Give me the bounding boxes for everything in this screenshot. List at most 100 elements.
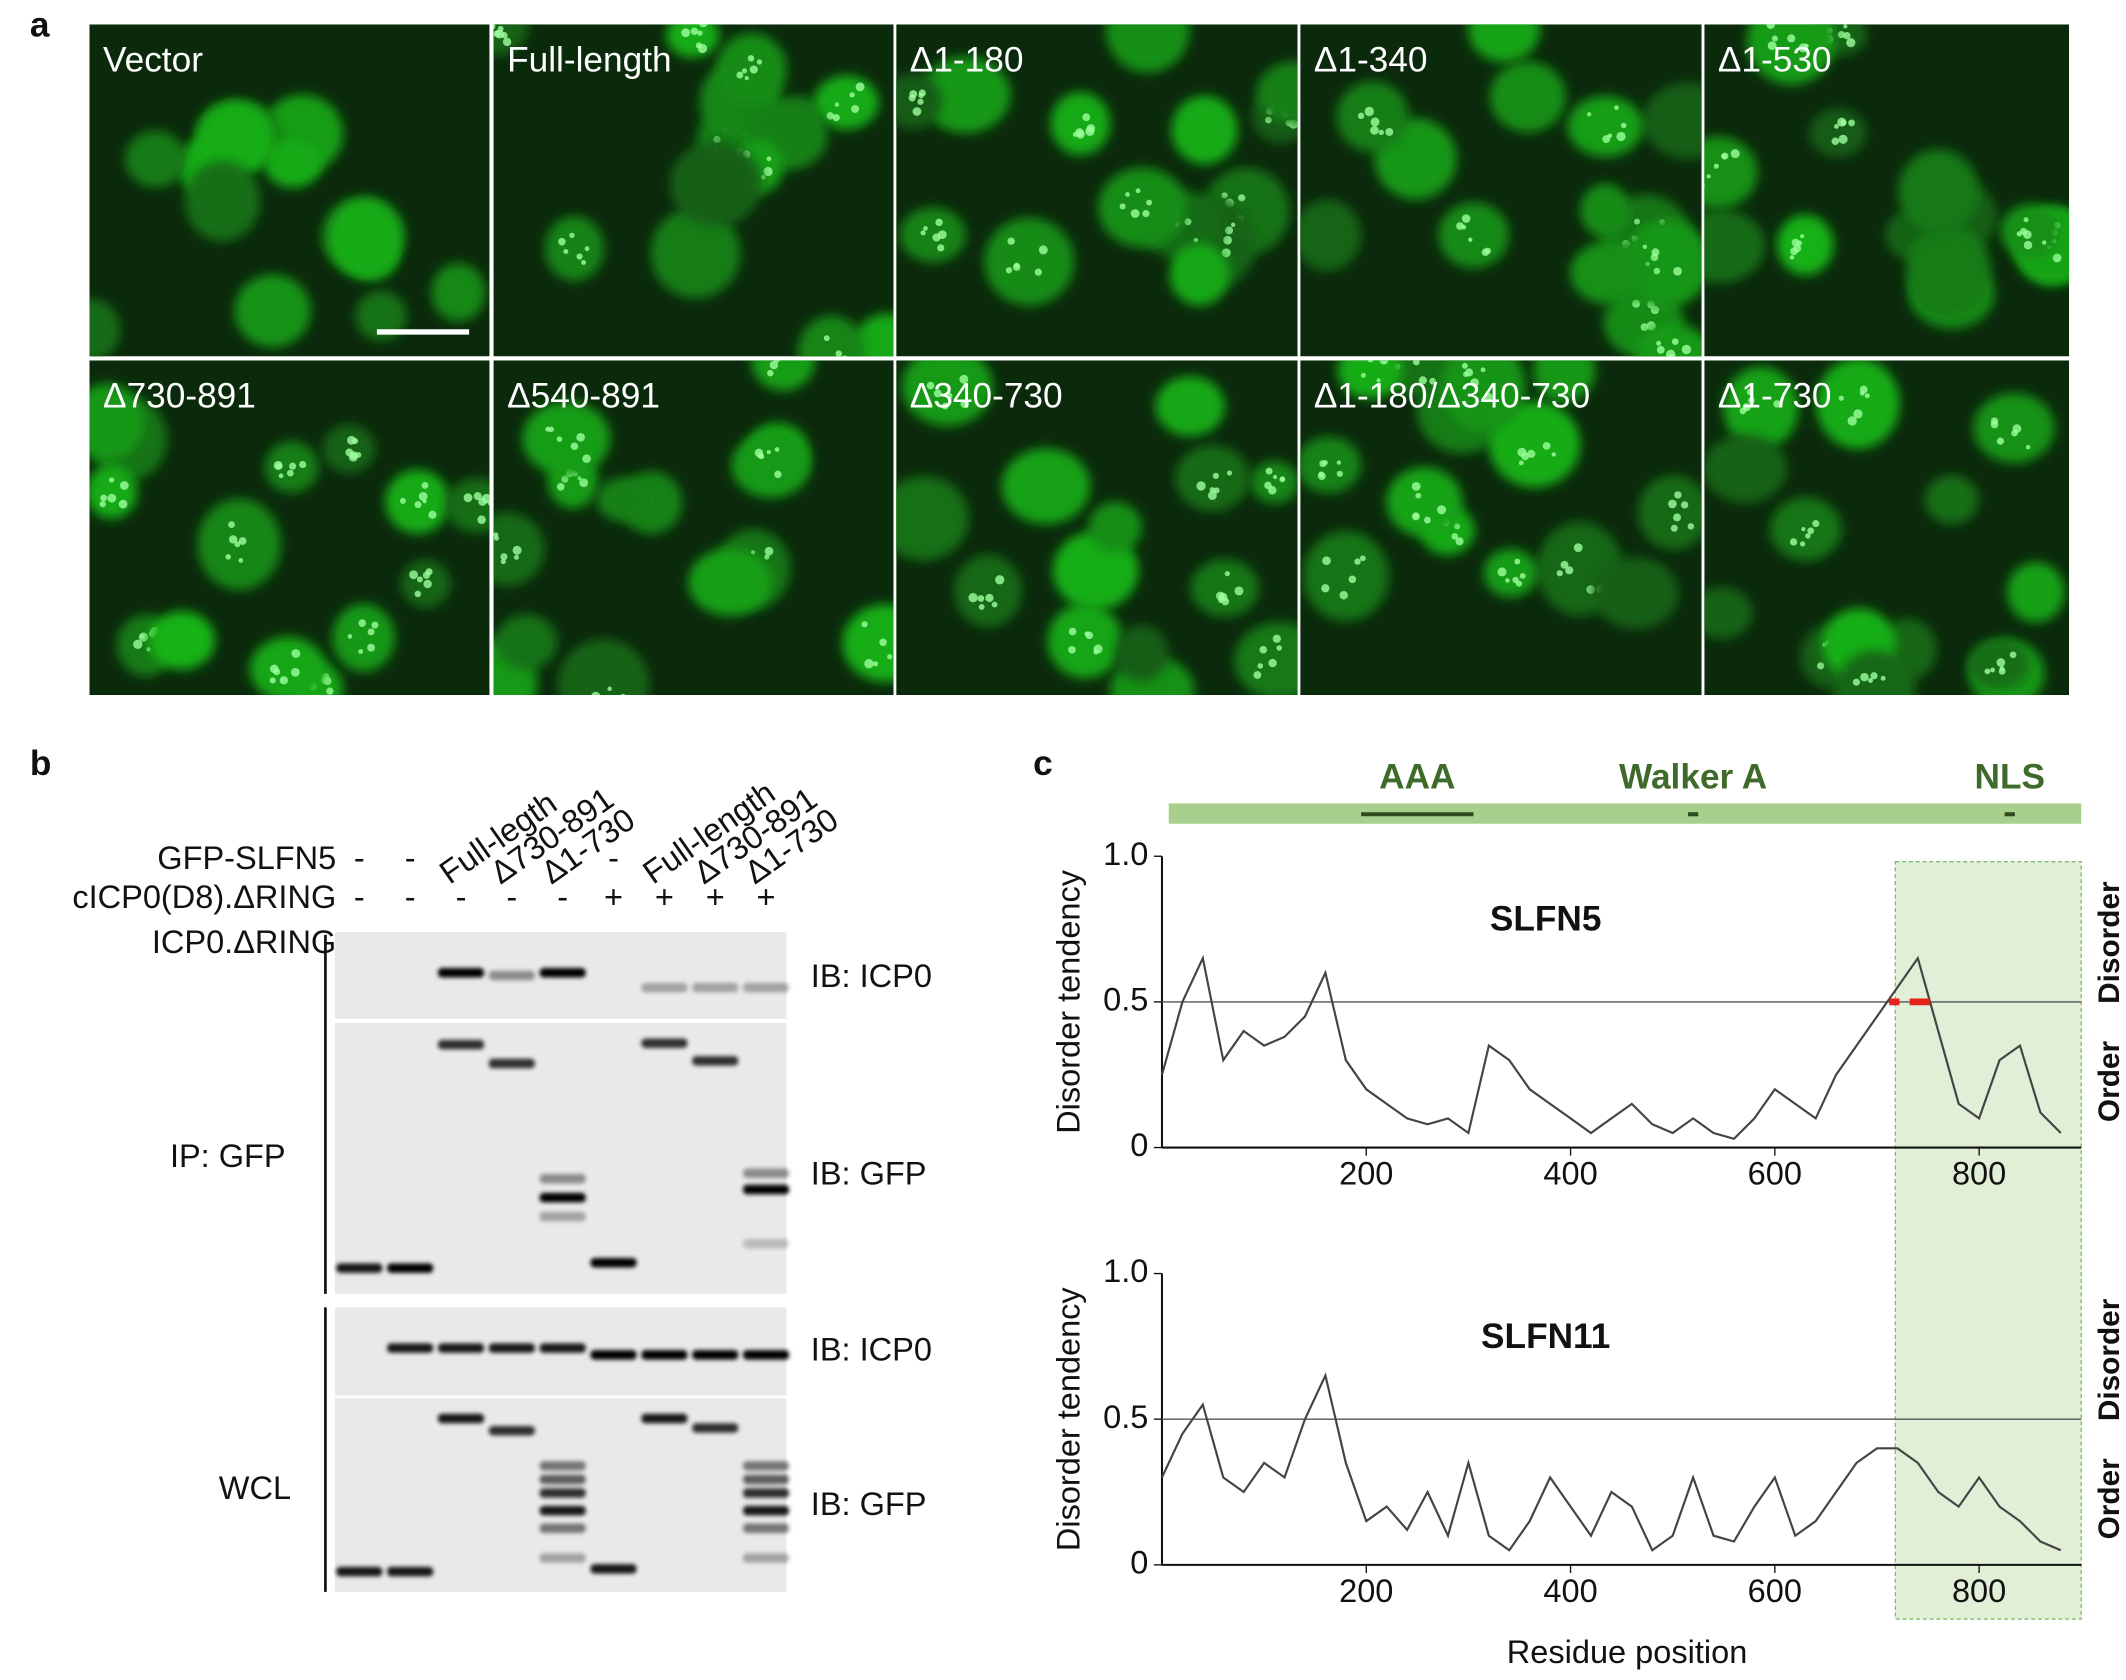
cell xyxy=(1300,199,1361,271)
cell xyxy=(327,198,402,278)
x-tick-label: 400 xyxy=(1543,1573,1597,1609)
row-label: ICP0.ΔRING xyxy=(152,924,336,960)
cell xyxy=(1256,61,1298,124)
cell xyxy=(1489,61,1566,133)
speckle xyxy=(1620,122,1627,129)
speckle xyxy=(2052,253,2062,263)
x-tick-label: 400 xyxy=(1543,1156,1597,1192)
speckle xyxy=(620,693,626,696)
speckle xyxy=(108,477,115,483)
speckle xyxy=(1880,675,1886,681)
speckle xyxy=(2012,424,2022,434)
y-tick-label: 1.0 xyxy=(1103,836,1148,872)
speckle xyxy=(493,24,496,30)
speckle xyxy=(834,102,840,107)
speckle xyxy=(1360,372,1366,378)
speckle xyxy=(1265,467,1273,475)
speckle xyxy=(463,493,473,503)
cell xyxy=(1905,225,1991,317)
speckle xyxy=(228,535,238,544)
speckle xyxy=(1687,523,1695,530)
speckle xyxy=(1838,134,1848,144)
speckle xyxy=(1481,248,1490,256)
speckle xyxy=(1848,119,1856,127)
band xyxy=(539,1173,586,1184)
speckle xyxy=(399,497,406,504)
speckle xyxy=(1368,360,1374,362)
speckle xyxy=(1468,237,1473,242)
speckle xyxy=(1773,400,1781,408)
cell xyxy=(332,603,395,672)
speckle xyxy=(1413,360,1420,366)
speckle xyxy=(1272,634,1281,643)
speckle xyxy=(1573,543,1583,553)
speckle xyxy=(1226,470,1233,476)
speckle xyxy=(591,691,601,696)
speckle xyxy=(1461,362,1468,369)
speckle xyxy=(917,98,924,105)
band xyxy=(743,1461,790,1471)
cell xyxy=(1174,445,1250,512)
speckle xyxy=(1146,199,1153,206)
cell xyxy=(1898,149,1979,234)
band xyxy=(539,1488,586,1498)
speckle xyxy=(1084,631,1090,637)
sign: + xyxy=(604,879,623,915)
speckle xyxy=(345,448,354,457)
speckle xyxy=(1038,245,1048,255)
side-label: Order xyxy=(2093,1458,2126,1540)
speckle xyxy=(422,499,427,504)
speckle xyxy=(1800,234,1805,239)
panel-caption: Δ1-180 xyxy=(910,41,1024,80)
speckle xyxy=(607,686,612,692)
micrograph xyxy=(896,360,1298,696)
band xyxy=(539,1461,586,1471)
cell xyxy=(751,360,815,391)
cell xyxy=(842,604,894,683)
y-tick-label: 0.5 xyxy=(1103,982,1148,1018)
domain-label: AAA xyxy=(1379,757,1455,796)
panel-label: b xyxy=(30,744,52,783)
speckle xyxy=(1213,487,1220,494)
speckle xyxy=(561,475,569,483)
speckle xyxy=(1364,106,1374,117)
band xyxy=(743,1239,790,1249)
band xyxy=(641,1350,688,1360)
speckle xyxy=(228,521,235,529)
side-label: Disorder xyxy=(2093,1298,2126,1421)
speckle xyxy=(1461,224,1467,230)
cell xyxy=(596,477,651,522)
speckle xyxy=(1359,555,1366,562)
speckle xyxy=(741,68,748,74)
speckle xyxy=(1766,24,1776,29)
cell xyxy=(184,160,261,242)
micrograph xyxy=(89,24,490,357)
speckle xyxy=(1034,268,1042,276)
panel-label: c xyxy=(1033,744,1053,783)
speckle xyxy=(968,592,978,603)
speckle xyxy=(1265,116,1272,124)
speckle xyxy=(941,402,949,410)
speckle xyxy=(1376,378,1381,383)
cell xyxy=(1097,167,1188,248)
speckle xyxy=(1429,377,1436,385)
speckle xyxy=(1859,385,1868,394)
speckle xyxy=(1454,523,1461,530)
speckle xyxy=(769,360,779,370)
speckle xyxy=(493,535,500,541)
speckle xyxy=(1837,30,1845,39)
speckle xyxy=(347,634,353,639)
speckle xyxy=(1807,527,1815,535)
band xyxy=(590,1350,637,1360)
speckle xyxy=(2042,240,2047,245)
speckle xyxy=(1238,194,1246,202)
speckle xyxy=(1093,644,1103,654)
cell xyxy=(1776,214,1834,276)
band xyxy=(743,1168,790,1179)
speckle xyxy=(276,463,283,470)
speckle xyxy=(855,82,865,92)
cell xyxy=(1114,624,1169,682)
speckle xyxy=(1257,663,1264,669)
speckle xyxy=(1838,395,1844,401)
speckle xyxy=(289,462,297,470)
